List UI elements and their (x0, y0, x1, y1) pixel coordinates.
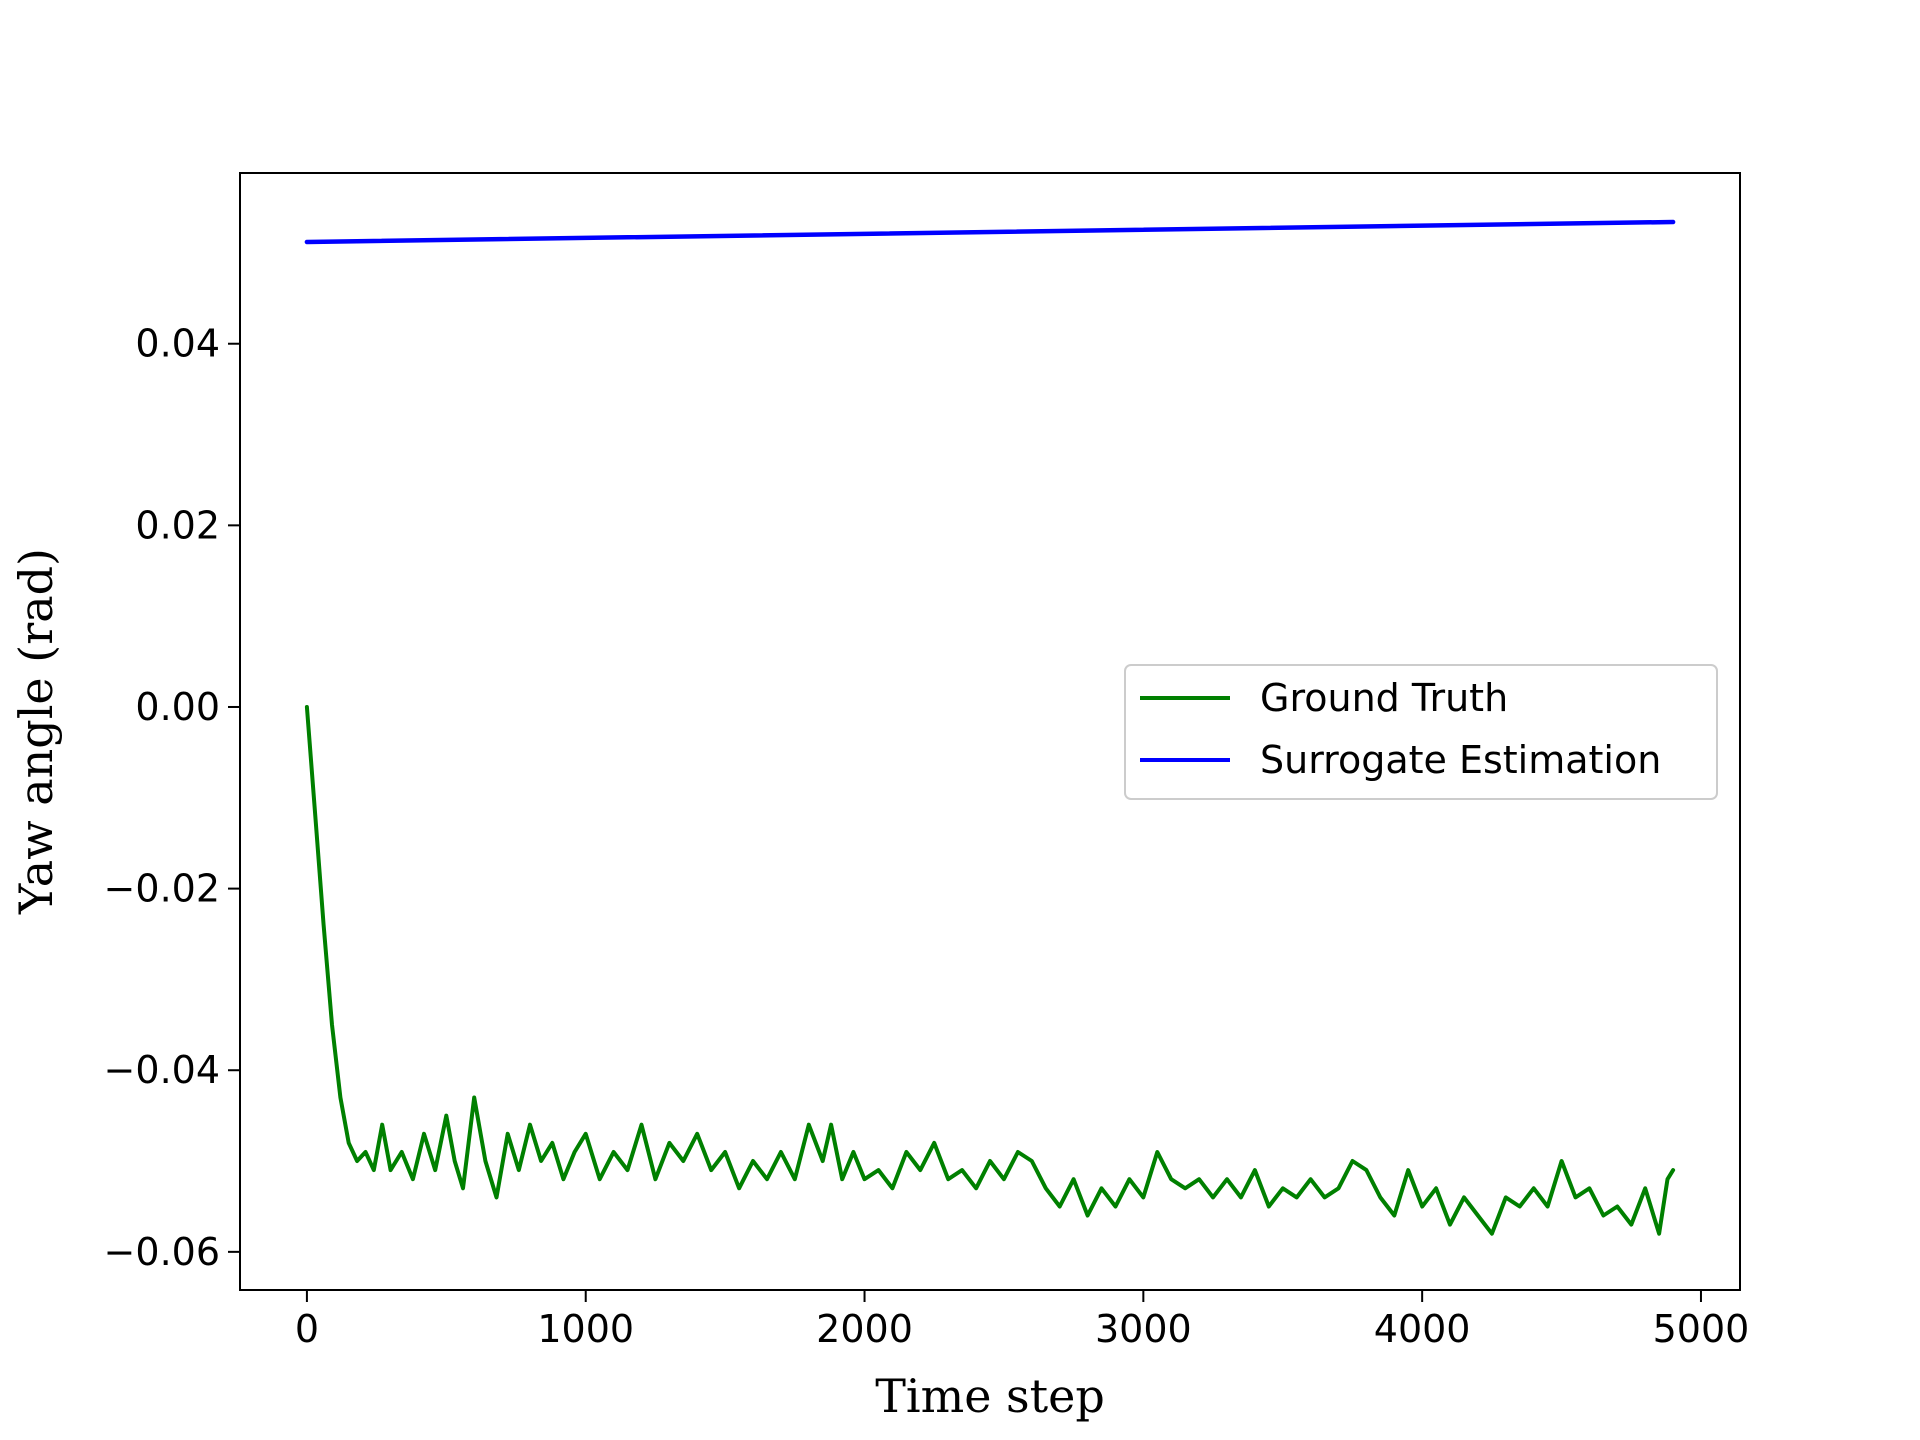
y-tick-label: 0.02 (135, 503, 220, 547)
x-tick-label: 2000 (816, 1307, 913, 1351)
y-tick-label: −0.06 (104, 1230, 220, 1274)
series-line-ground-truth (304, 705, 1676, 1236)
legend-label-ground-truth: Ground Truth (1260, 676, 1508, 720)
x-tick-label: 0 (295, 1307, 319, 1351)
series-line-surrogate-estimation (304, 219, 1676, 245)
y-axis: −0.06 −0.04 −0.02 0.00 0.02 0.04 (104, 322, 240, 1274)
x-tick-label: 5000 (1653, 1307, 1750, 1351)
y-tick-label: −0.04 (104, 1048, 220, 1092)
y-tick-label: −0.02 (104, 867, 220, 911)
x-tick-label: 4000 (1374, 1307, 1471, 1351)
y-axis-title: Yaw angle (rad) (9, 548, 63, 915)
y-tick-label: 0.04 (135, 322, 220, 366)
x-tick-label: 3000 (1095, 1307, 1192, 1351)
x-axis-title: Time step (875, 1369, 1105, 1423)
y-tick-label: 0.00 (135, 685, 220, 729)
legend-box (1124, 664, 1718, 800)
x-axis: 0 1000 2000 3000 4000 5000 (295, 1290, 1750, 1351)
axes-frame (239, 172, 1741, 1291)
x-tick-label: 1000 (537, 1307, 634, 1351)
legend-label-surrogate-estimation: Surrogate Estimation (1260, 738, 1661, 782)
plot-area (304, 219, 1676, 1236)
legend: Ground Truth Surrogate Estimation (1124, 664, 1718, 800)
